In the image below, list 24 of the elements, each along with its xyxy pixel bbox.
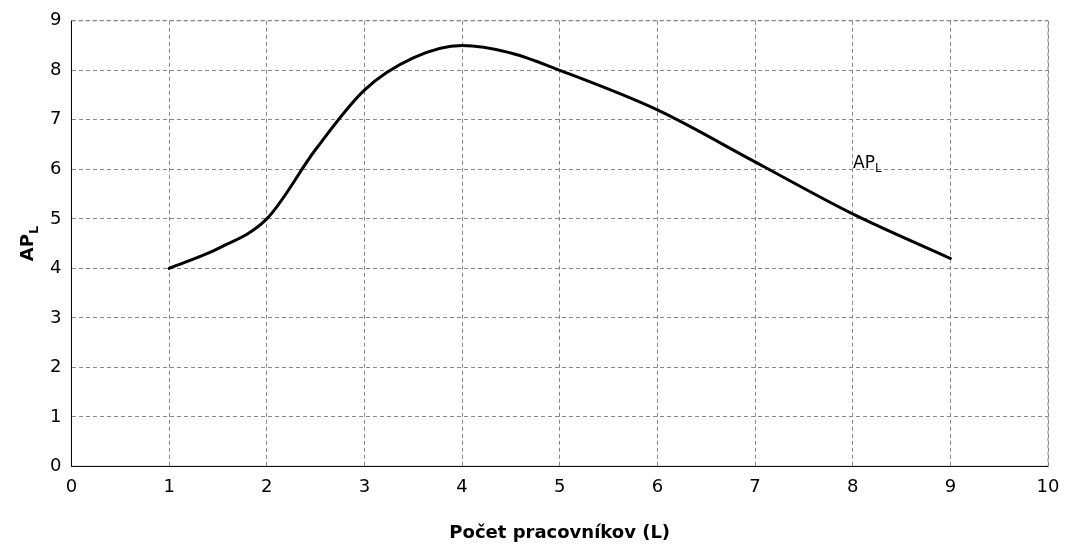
y-tick-label: 0	[50, 454, 62, 476]
x-tick-label: 10	[1036, 474, 1060, 496]
y-tick-label: 8	[50, 57, 62, 79]
y-tick-label: 3	[50, 305, 62, 327]
x-tick-label: 6	[651, 474, 664, 496]
y-tick-label: 4	[50, 256, 62, 278]
x-tick-label: 1	[163, 474, 175, 496]
x-tick-label: 9	[944, 474, 957, 496]
y-tick-label: 5	[50, 206, 62, 228]
x-tick-label: 5	[554, 474, 566, 496]
y-tick-label: 9	[50, 8, 62, 30]
x-tick-label: 7	[749, 474, 761, 496]
x-axis-title: Počet pracovníkov (L)	[449, 520, 671, 542]
x-tick-label: 2	[261, 474, 273, 496]
y-axis-title: APL	[15, 226, 41, 262]
y-tick-label: 6	[50, 157, 62, 179]
x-tick-label: 0	[65, 474, 78, 496]
x-tick-label: 8	[846, 474, 859, 496]
x-tick-label: 4	[456, 474, 468, 496]
x-tick-label: 3	[358, 474, 371, 496]
y-tick-label: 1	[50, 404, 62, 426]
line-series	[167, 44, 952, 270]
y-tick-label: 7	[50, 107, 62, 129]
y-tick-label: 2	[50, 355, 62, 377]
